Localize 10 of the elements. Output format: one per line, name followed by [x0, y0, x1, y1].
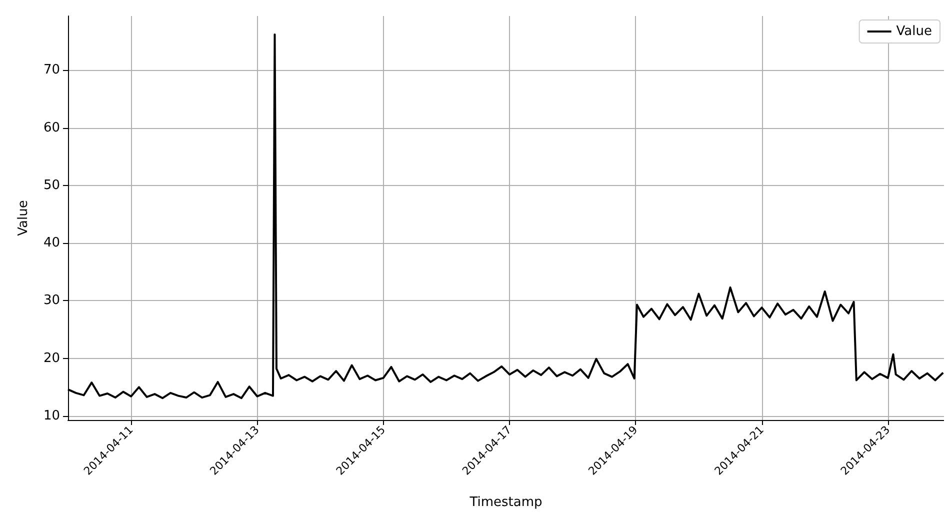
y-tick-label: 60: [43, 120, 60, 136]
y-tick-label: 20: [43, 350, 60, 366]
x-axis-title: Timestamp: [468, 495, 542, 510]
y-tick-label: 70: [43, 62, 60, 78]
y-axis-title: Value: [16, 200, 31, 236]
legend-label: Value: [896, 24, 932, 39]
y-tick-label: 30: [43, 293, 60, 308]
y-tick-label: 40: [43, 236, 60, 251]
y-tick-label: 10: [43, 408, 60, 424]
y-tick-label: 50: [43, 178, 60, 193]
